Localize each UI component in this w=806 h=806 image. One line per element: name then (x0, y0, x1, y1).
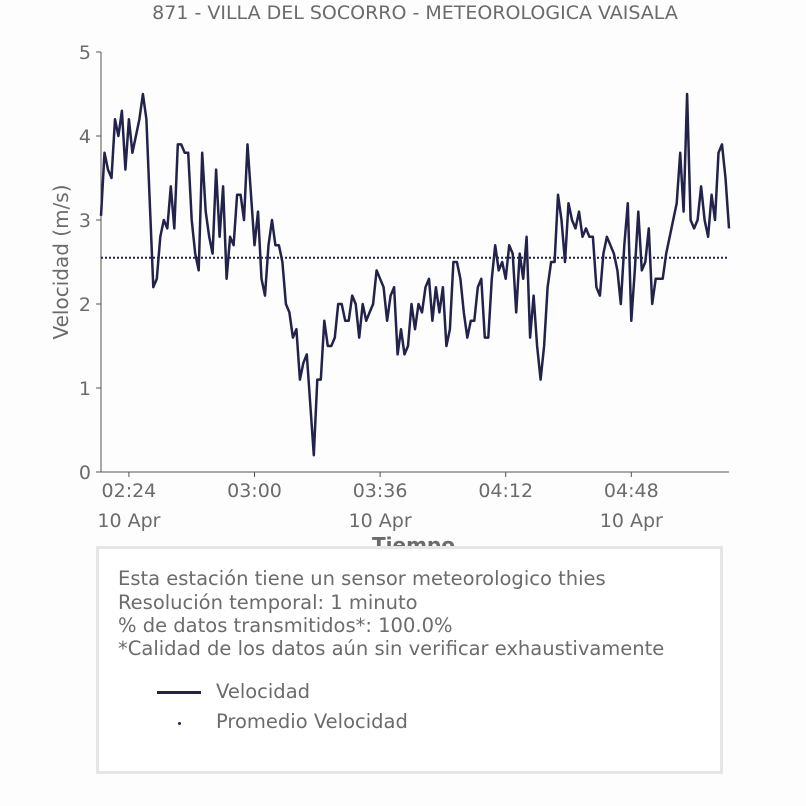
note-transmitted: % de datos transmitidos*: 100.0% (118, 614, 453, 637)
note-quality: *Calidad de los datos aún sin verificar … (118, 637, 665, 660)
legend-label-promedio: Promedio Velocidad (216, 710, 408, 733)
x-tick-date-label: 10 Apr (600, 510, 663, 532)
velocidad-series-line (99, 92, 731, 457)
x-tick-label: 03:00 (227, 480, 282, 502)
chart-title: 871 - VILLA DEL SOCORRO - METEOROLOGICA … (152, 2, 678, 24)
y-tick-label: 5 (79, 42, 91, 64)
x-tick-label: 04:12 (478, 480, 533, 502)
x-tick-date-label: 10 Apr (97, 510, 160, 532)
y-tick-label: 2 (79, 294, 91, 316)
x-tick-label: 04:48 (604, 480, 659, 502)
legend-label-velocidad: Velocidad (216, 680, 311, 703)
x-tick-label: 02:24 (102, 480, 157, 502)
y-tick-label: 0 (79, 462, 91, 484)
y-tick-label: 1 (79, 378, 91, 400)
x-tick-label: 03:36 (353, 480, 408, 502)
legend-line-marker (157, 691, 201, 694)
note-resolution: Resolución temporal: 1 minuto (118, 591, 418, 614)
x-tick-date-label: 10 Apr (349, 510, 412, 532)
note-sensor: Esta estación tiene un sensor meteorolog… (118, 567, 606, 590)
y-tick-label: 4 (79, 126, 91, 148)
y-axis-label: Velocidad (m/s) (49, 184, 73, 340)
info-legend-box: Esta estación tiene un sensor meteorolog… (96, 546, 723, 774)
legend-dot-marker (178, 722, 181, 725)
y-tick-label: 3 (79, 210, 91, 232)
